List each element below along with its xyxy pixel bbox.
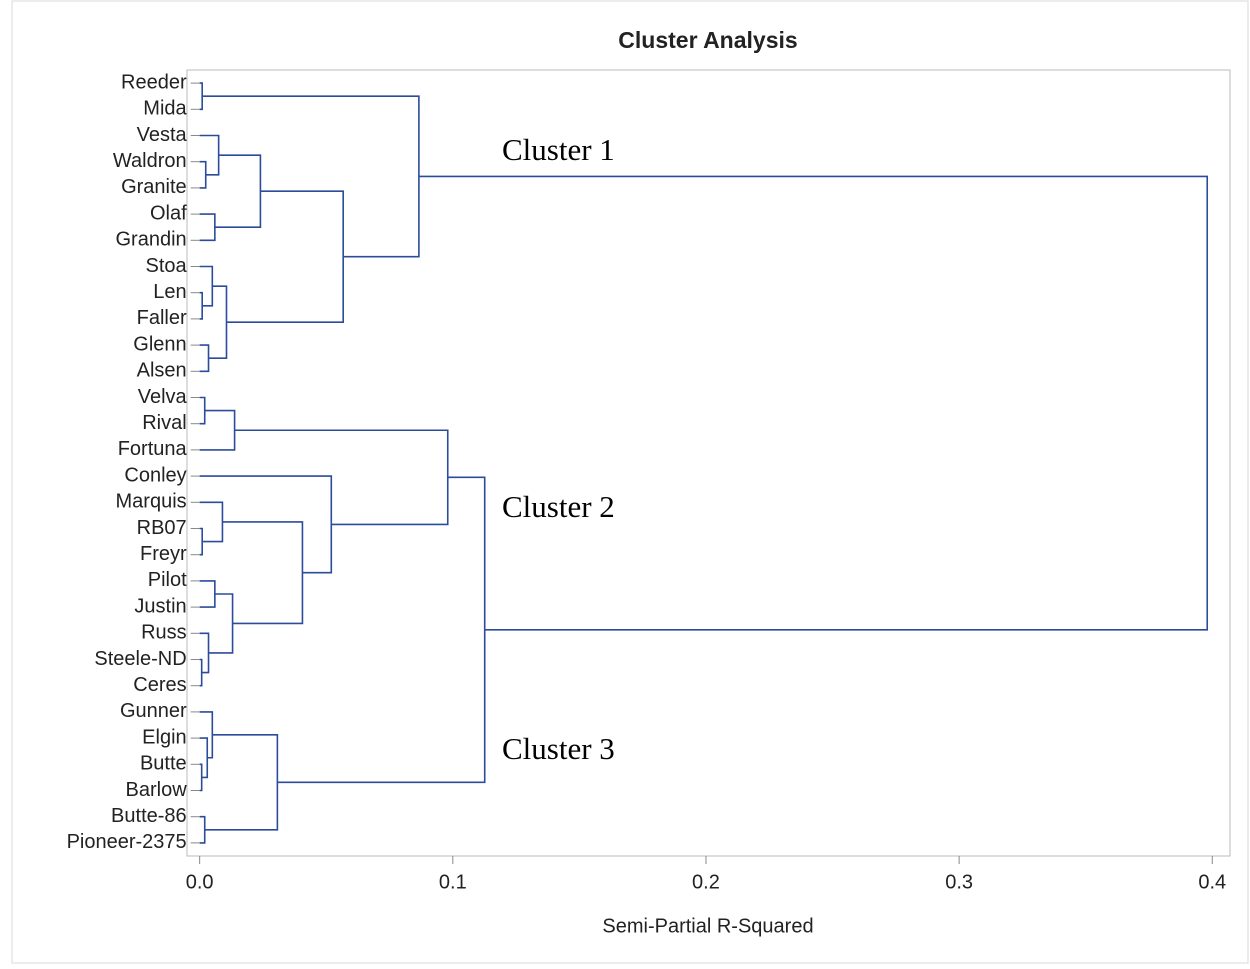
dendrogram-link: [214, 154, 262, 228]
leaf-label: Faller: [137, 307, 187, 329]
leaf-label: Olaf: [150, 202, 187, 224]
annotation: Cluster 2: [502, 489, 615, 524]
dendrogram-link: [199, 82, 203, 111]
dendrogram-link: [199, 409, 236, 451]
dendrogram-link: [199, 527, 203, 556]
leaf-label: Waldron: [113, 150, 187, 172]
leaf-label: Pilot: [148, 569, 187, 591]
dendrogram-link: [199, 632, 210, 674]
dendrogram-link: [199, 396, 206, 425]
leaf-label: Mida: [143, 98, 187, 120]
leaf-label: Alsen: [137, 360, 187, 382]
annotation: Cluster 1: [502, 132, 615, 167]
dendrogram-link: [199, 815, 206, 844]
dendrogram-link: [222, 521, 304, 625]
leaf-label: Freyr: [140, 543, 187, 565]
dendrogram-link: [208, 285, 228, 359]
dendrogram-link: [199, 475, 333, 574]
plot-frame: [186, 69, 1231, 857]
outer-border: [11, 0, 1249, 964]
leaf-label: Justin: [134, 595, 186, 617]
leaf-label: Len: [153, 281, 186, 303]
x-tick-label: 0.0: [186, 871, 214, 893]
dendrogram-link: [199, 501, 224, 543]
x-tick-label: 0.2: [692, 871, 720, 893]
dendrogram-link: [199, 291, 203, 320]
leaf-label: Butte: [140, 753, 187, 775]
dendrogram-link: [226, 190, 344, 323]
leaf-label: Barlow: [126, 779, 188, 801]
dendrogram-link: [418, 175, 1209, 631]
leaf-label: Elgin: [142, 726, 186, 748]
leaf-label: Rival: [142, 412, 186, 434]
leaf-label: Glenn: [133, 333, 186, 355]
chart-title: Cluster Analysis: [618, 27, 797, 53]
leaf-label: Steele-ND: [94, 648, 186, 670]
dendrogram-link: [199, 711, 214, 759]
dendrogram-link: [277, 476, 486, 784]
dendrogram-link: [199, 160, 207, 189]
dendrogram-link: [202, 95, 420, 258]
leaf-label: Stoa: [146, 255, 188, 277]
leaf-label: Granite: [121, 176, 187, 198]
dendrogram-link: [199, 737, 209, 779]
leaf-label: Conley: [124, 464, 186, 486]
leaf-label: Butte-86: [111, 805, 187, 827]
dendrogram-link: [208, 593, 234, 654]
leaf-label: Velva: [138, 386, 188, 408]
leaf-label: Gunner: [120, 700, 187, 722]
dendrogram-link: [199, 213, 216, 242]
x-axis-label: Semi-Partial R-Squared: [602, 915, 813, 937]
annotation: Cluster 3: [502, 731, 615, 766]
leaf-label: Russ: [141, 622, 187, 644]
x-tick-label: 0.4: [1198, 871, 1226, 893]
dendrogram-link: [199, 580, 216, 608]
leaf-label: Ceres: [133, 674, 186, 696]
leaf-label: Grandin: [116, 229, 187, 251]
leaf-label: Marquis: [116, 491, 187, 513]
dendrogram-link: [199, 344, 210, 373]
dendrogram-link: [199, 763, 203, 792]
leaf-label: RB07: [137, 517, 187, 539]
dendrogram-link: [199, 658, 203, 687]
leaf-label: Vesta: [137, 124, 188, 146]
x-tick-label: 0.3: [945, 871, 973, 893]
x-tick-label: 0.1: [439, 871, 467, 893]
dendrogram-link: [234, 429, 449, 526]
leaf-label: Pioneer-2375: [67, 831, 187, 853]
dendrogram-link: [199, 134, 220, 176]
leaf-label: Reeder: [121, 71, 187, 93]
dendrogram-link: [204, 734, 279, 831]
leaf-label: Fortuna: [118, 438, 188, 460]
